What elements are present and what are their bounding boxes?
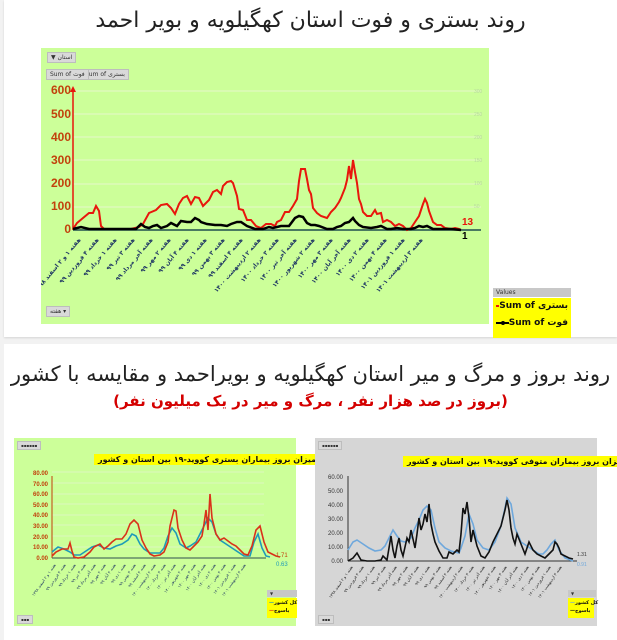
svg-text:0.00: 0.00 bbox=[331, 559, 343, 565]
legend-values-header: Values bbox=[493, 288, 571, 297]
chart3-axis-button[interactable]: ▪▪▪ bbox=[318, 615, 335, 624]
section2-title: روند بروز و مرگ و میر استان کهگیلویه و ب… bbox=[10, 362, 611, 386]
svg-text:300: 300 bbox=[51, 153, 71, 167]
svg-text:30.00: 30.00 bbox=[328, 517, 344, 523]
chart3-end-label-country: 0.91 bbox=[577, 562, 587, 568]
hospitalized-incidence-comparison-chart: ▪▪▪▪▪▪ مقایسه میزان بروز بیماران بستری ک… bbox=[14, 438, 353, 626]
chart2-legend: — کل کشور — یاسوج bbox=[267, 598, 297, 618]
legend-item-deaths: Sum of فوت bbox=[496, 318, 568, 328]
svg-text:40.00: 40.00 bbox=[33, 513, 49, 519]
black-line-marker-icon: — bbox=[570, 608, 575, 614]
svg-text:50: 50 bbox=[474, 204, 480, 210]
section1-title: روند بستری و فوت استان کهگیلویه و بویر ا… bbox=[95, 8, 526, 33]
svg-text:20.00: 20.00 bbox=[328, 531, 344, 537]
filter-icon: ▼ bbox=[51, 54, 56, 61]
svg-text:150: 150 bbox=[474, 158, 483, 164]
hospitalization-death-chart: ▼ استان Sum of بستری Sum of فوت 600 500 40… bbox=[41, 48, 571, 338]
svg-text:0.00: 0.00 bbox=[36, 556, 48, 562]
teal-line-marker-icon: — bbox=[269, 600, 274, 606]
svg-text:400: 400 bbox=[51, 130, 71, 144]
svg-text:500: 500 bbox=[51, 107, 71, 121]
chart2-legend-header: ▼ bbox=[267, 590, 297, 597]
svg-text:80.00: 80.00 bbox=[33, 471, 49, 477]
svg-text:200: 200 bbox=[474, 135, 483, 141]
chart3-legend-item-country: — کل کشور bbox=[570, 600, 599, 606]
svg-text:60.00: 60.00 bbox=[33, 492, 49, 498]
svg-text:30.00: 30.00 bbox=[33, 524, 49, 530]
red-line-marker-icon: — bbox=[269, 608, 274, 614]
legend-item-hospitalized: Sum of بستری bbox=[496, 301, 568, 311]
chart2-field-button[interactable]: ▪▪▪▪▪▪ bbox=[17, 441, 42, 450]
chart3-plot: 60.00 50.00 40.00 30.00 20.00 10.00 0.00 1.31… bbox=[328, 475, 587, 599]
svg-text:70.00: 70.00 bbox=[33, 482, 49, 488]
field-button-deaths[interactable]: Sum of فوت bbox=[46, 69, 89, 80]
chart2-plot: 80.00 70.00 60.00 50.00 40.00 30.00 20.00 10.0… bbox=[31, 471, 289, 597]
chart2-legend-item-country: — کل کشور bbox=[269, 600, 298, 606]
chart3-title: مقایسه میزان بروز بیماران متوفی کووید-۱۹… bbox=[403, 456, 617, 467]
svg-text:600: 600 bbox=[51, 83, 71, 97]
svg-text:10.00: 10.00 bbox=[328, 545, 344, 551]
svg-text:300: 300 bbox=[474, 89, 483, 95]
chart3-end-label-province: 1.31 bbox=[577, 552, 587, 558]
week-axis-button[interactable]: هفته ▾ bbox=[46, 306, 71, 317]
dropdown-icon: ▾ bbox=[63, 308, 67, 315]
svg-text:50.00: 50.00 bbox=[33, 503, 49, 509]
svg-text:100: 100 bbox=[51, 199, 71, 213]
end-label-deaths: 1 bbox=[462, 231, 468, 242]
svg-text:10.00: 10.00 bbox=[33, 545, 49, 551]
svg-text:50.00: 50.00 bbox=[328, 489, 344, 495]
chart2-end-label-country: 0.63 bbox=[276, 562, 288, 568]
svg-text:0: 0 bbox=[64, 222, 71, 236]
chart3-legend: — کل کشور — یاسوج bbox=[568, 598, 599, 618]
province-filter-button[interactable]: ▼ استان bbox=[47, 52, 77, 63]
svg-text:250: 250 bbox=[474, 112, 483, 118]
section2-subtitle: (بروز در صد هزار نفر ، مرگ و میر در یک م… bbox=[113, 392, 508, 410]
svg-text:40.00: 40.00 bbox=[328, 503, 344, 509]
chart3-field-button[interactable]: ▪▪▪▪▪▪ bbox=[318, 441, 343, 450]
svg-text:60.00: 60.00 bbox=[328, 475, 344, 481]
svg-text:20.00: 20.00 bbox=[33, 535, 49, 541]
chart3-legend-header: ▼ bbox=[568, 590, 596, 597]
chart2-axis-button[interactable]: ▪▪▪ bbox=[17, 615, 34, 624]
chart2-title: مقایسه میزان بروز بیماران بستری کووید-۱۹… bbox=[94, 454, 353, 465]
blue-line-marker-icon: — bbox=[570, 600, 575, 606]
black-line-marker-icon bbox=[496, 321, 509, 325]
chart3-legend-item-province: — یاسوج bbox=[570, 608, 591, 614]
death-incidence-comparison-chart: ▪▪▪▪▪▪ مقایسه میزان بروز بیماران متوفی ک… bbox=[315, 438, 617, 626]
red-line-marker-icon bbox=[496, 305, 500, 307]
chart1-legend: Sum of بستری Sum of فوت bbox=[493, 298, 571, 338]
svg-text:200: 200 bbox=[51, 176, 71, 190]
svg-text:100: 100 bbox=[474, 181, 483, 187]
end-label-hospitalized: 13 bbox=[462, 217, 474, 228]
chart2-end-label-province: 1.71 bbox=[276, 553, 288, 559]
chart2-legend-item-province: — یاسوج bbox=[269, 608, 290, 614]
